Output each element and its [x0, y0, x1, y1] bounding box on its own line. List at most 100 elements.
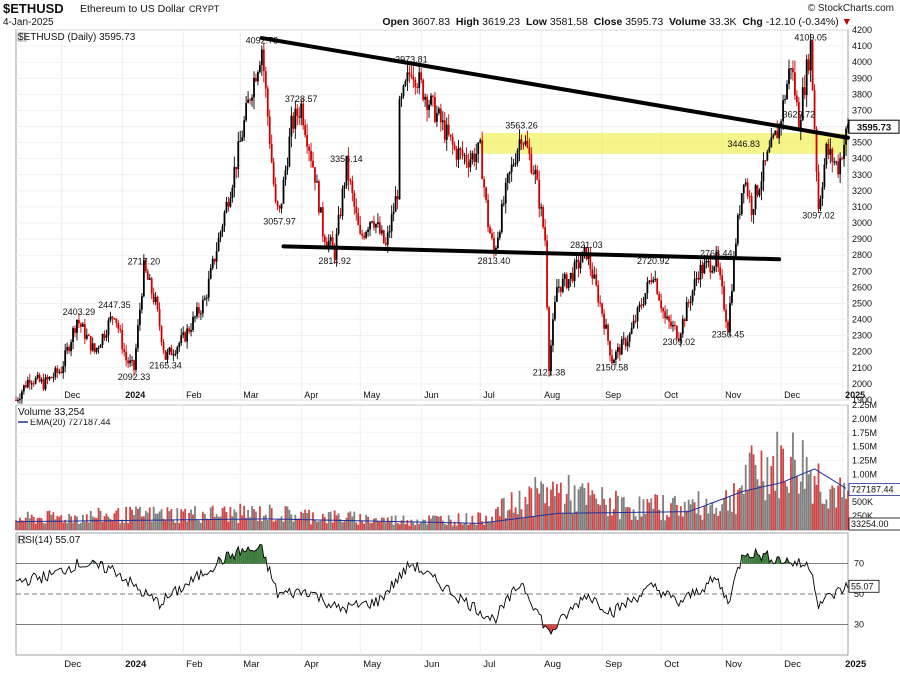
- price-x-tick-label: Feb: [186, 390, 202, 400]
- x-tick-label: Mar: [243, 659, 259, 670]
- candle-body: [343, 185, 346, 189]
- price-annotation: 2720.92: [637, 256, 670, 266]
- candle: [253, 71, 255, 110]
- candle: [312, 151, 314, 169]
- volume-bar: [117, 508, 120, 530]
- volume-bar: [581, 483, 584, 530]
- candle: [410, 65, 413, 79]
- candle-body: [837, 161, 840, 175]
- volume-bar: [213, 516, 216, 530]
- close-label: Close: [593, 16, 623, 28]
- volume-bar: [455, 525, 458, 530]
- volume-bar: [64, 519, 67, 530]
- candle: [310, 142, 312, 168]
- rsi-overbought-fill: [255, 548, 258, 564]
- candle: [257, 70, 259, 86]
- volume-bar: [615, 490, 617, 530]
- candle: [380, 225, 383, 236]
- candle-body: [548, 307, 550, 372]
- candle: [573, 258, 576, 288]
- candle-body: [750, 196, 753, 215]
- candle: [62, 361, 65, 379]
- candle: [125, 345, 128, 367]
- candle-body: [778, 124, 781, 139]
- high-value: 3619.23: [482, 16, 521, 28]
- volume-bar: [681, 516, 684, 530]
- volume-bar: [178, 522, 181, 530]
- volume-bar: [113, 513, 116, 530]
- volume-bar: [638, 496, 641, 530]
- candle: [534, 164, 537, 185]
- volume-bar: [32, 516, 35, 530]
- candle-body: [117, 322, 120, 329]
- chart-header: $ETHUSD Ethereum to US Dollar CRYPT 4-Jan…: [0, 0, 900, 30]
- volume-bar: [302, 513, 305, 530]
- volume-bar: [510, 492, 513, 530]
- volume-bar: [24, 517, 27, 530]
- volume-bar: [534, 477, 537, 530]
- volume-bar: [103, 516, 106, 530]
- candle: [565, 272, 568, 290]
- candle: [632, 314, 635, 329]
- volume-bar: [111, 520, 114, 530]
- candle: [843, 134, 845, 167]
- volume-bar: [607, 516, 609, 530]
- ema-value-label: 727187.44: [851, 485, 894, 495]
- stockcharts-brand[interactable]: © StockCharts.com: [807, 3, 894, 14]
- candle: [589, 246, 592, 276]
- volume-bar: [587, 482, 590, 530]
- candle-body: [569, 272, 572, 280]
- volume-bar: [776, 431, 779, 530]
- candle-body: [227, 201, 230, 207]
- candle-body: [500, 203, 503, 233]
- candle: [776, 120, 779, 139]
- volume-bar: [46, 511, 49, 530]
- candle: [532, 165, 535, 176]
- candle-body: [646, 281, 649, 294]
- candle-body: [184, 332, 187, 342]
- candle: [217, 232, 220, 252]
- volume-bar: [72, 522, 74, 530]
- candle-body: [683, 319, 686, 322]
- candle-body: [249, 99, 251, 101]
- candle-body: [782, 100, 784, 122]
- x-tick-label: Jul: [483, 659, 495, 670]
- candle: [19, 393, 21, 404]
- candle: [485, 186, 487, 203]
- volume-bar: [705, 498, 708, 530]
- candle-body: [575, 259, 578, 262]
- price-annotation: 3446.83: [727, 139, 760, 149]
- volume-bar: [658, 509, 661, 530]
- candle: [835, 160, 838, 166]
- candle: [394, 186, 397, 212]
- volume-bar: [81, 514, 84, 530]
- candle-body: [534, 169, 537, 174]
- volume-bar: [375, 517, 377, 530]
- candle: [630, 322, 633, 335]
- candle-body: [441, 120, 444, 123]
- volume-bar: [717, 515, 720, 530]
- volume-bar: [567, 475, 570, 530]
- rsi-tick-label: 50: [854, 589, 864, 599]
- volume-bar: [772, 455, 775, 530]
- volume-bar: [418, 523, 421, 530]
- candle: [762, 152, 765, 192]
- candle: [760, 171, 763, 201]
- chart-date: 4-Jan-2025: [3, 17, 54, 28]
- volume-bar: [382, 517, 385, 530]
- candle-body: [742, 184, 745, 194]
- volume-bar: [833, 487, 836, 530]
- candle: [357, 207, 360, 226]
- candle-body: [833, 161, 836, 163]
- candle: [451, 133, 454, 155]
- candle: [502, 196, 505, 207]
- volume-bar: [398, 524, 401, 530]
- volume-bar: [91, 516, 94, 530]
- price-annotation: 2309.02: [663, 337, 696, 347]
- price-x-tick-label: Sep: [605, 390, 621, 400]
- candle: [369, 221, 371, 237]
- candle-body: [554, 301, 556, 320]
- volume-bar: [672, 497, 674, 530]
- candle-body: [203, 298, 206, 300]
